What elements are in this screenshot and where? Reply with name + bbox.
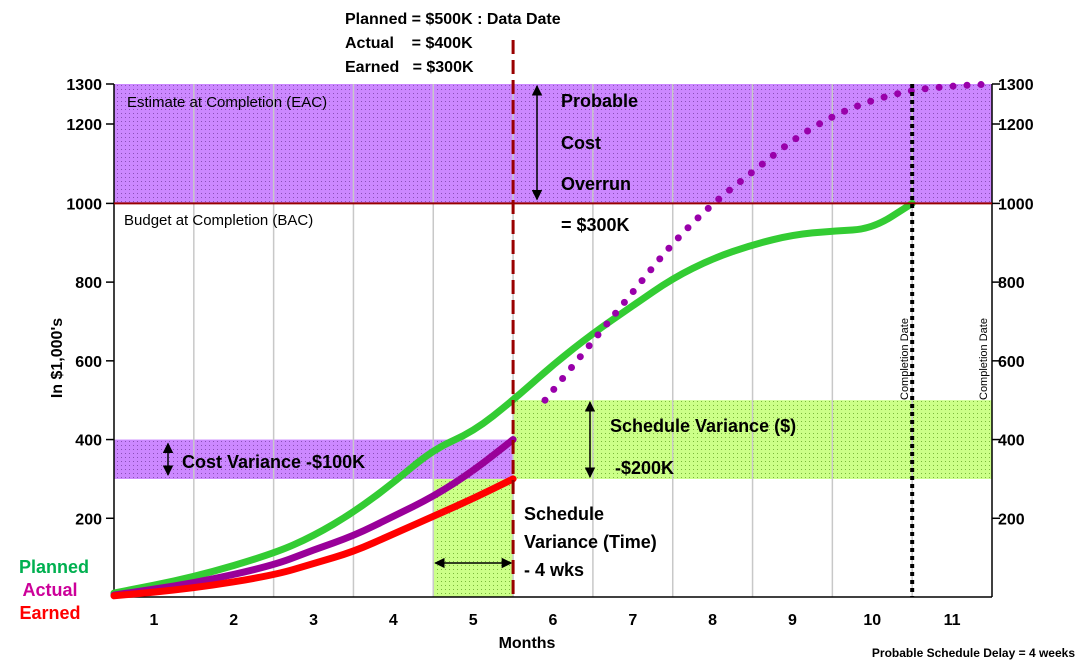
overrun-value: = $300K	[561, 215, 630, 235]
completion-date-label-1: Completion Date	[899, 318, 911, 400]
x-tick-label: 6	[549, 612, 558, 629]
schedule-variance-dollar-label: Schedule Variance ($)	[610, 416, 796, 436]
x-tick-label: 11	[944, 612, 961, 629]
y-tick-labels-left: 200 400 600 800 1000 1200 1300	[66, 77, 102, 528]
overrun-label-2: Cost	[561, 133, 601, 153]
annotation-arrows	[162, 84, 596, 569]
y-tick-label: 1000	[66, 196, 102, 213]
schedule-time-label-1: Schedule	[524, 504, 604, 524]
legend-earned: Earned	[19, 603, 80, 623]
y-tick-label: 1000	[998, 196, 1034, 213]
x-tick-label: 1	[149, 612, 158, 629]
x-tick-label: 9	[788, 612, 797, 629]
x-tick-label: 3	[309, 612, 318, 629]
overrun-label-1: Probable	[561, 91, 638, 111]
x-tick-label: 2	[229, 612, 238, 629]
cost-variance-label: Cost Variance -$100K	[182, 452, 365, 472]
x-tick-label: 10	[863, 612, 881, 629]
eac-overrun-band	[114, 84, 992, 204]
legend-planned: Planned	[19, 557, 89, 577]
y-tick-label: 200	[75, 511, 102, 528]
y-tick-label: 400	[998, 433, 1025, 450]
y-tick-label: 1300	[998, 77, 1034, 94]
header-actual: Actual = $400K	[345, 35, 473, 52]
completion-date-label-2: Completion Date	[978, 318, 990, 400]
earned-line	[110, 475, 517, 600]
y-tick-label: 800	[998, 275, 1025, 292]
y-tick-label: 600	[998, 354, 1025, 371]
eac-label: Estimate at Completion (EAC)	[127, 94, 327, 111]
y-tick-label: 1300	[66, 77, 102, 94]
x-tick-label: 5	[469, 612, 478, 629]
series-lines	[110, 80, 996, 600]
overrun-label-3: Overrun	[561, 174, 631, 194]
schedule-time-label-3: - 4 wks	[524, 560, 584, 580]
eac-forecast-dotted-line	[541, 80, 996, 404]
y-tick-label: 400	[75, 433, 102, 450]
header-planned: Planned = $500K : Data Date	[345, 11, 561, 28]
schedule-time-label-2: Variance (Time)	[524, 532, 657, 552]
schedule-variance-dollar-value: -$200K	[615, 458, 674, 478]
y-tick-label: 1200	[66, 117, 102, 134]
planned-line	[110, 199, 916, 597]
x-tick-label: 8	[708, 612, 717, 629]
actual-line	[110, 436, 517, 599]
y-axis-label: In $1,000's	[49, 318, 66, 398]
schedule-delay-note: Probable Schedule Delay = 4 weeks	[872, 646, 1075, 660]
y-tick-label: 1200	[998, 117, 1034, 134]
y-tick-label: 800	[75, 275, 102, 292]
x-axis-label: Months	[499, 635, 556, 652]
bac-label: Budget at Completion (BAC)	[124, 212, 313, 229]
axes	[106, 83, 1000, 598]
header-earned: Earned = $300K	[345, 59, 474, 76]
x-tick-label: 7	[628, 612, 637, 629]
x-tick-labels: 1 2 3 4 5 6 7 8 9 10 11	[149, 612, 960, 629]
x-tick-label: 4	[389, 612, 398, 629]
y-tick-label: 200	[998, 511, 1025, 528]
reference-lines	[114, 40, 992, 597]
y-tick-label: 600	[75, 354, 102, 371]
legend-actual: Actual	[22, 580, 77, 600]
y-tick-labels-right: 200 400 600 800 1000 1200 1300	[998, 77, 1034, 528]
